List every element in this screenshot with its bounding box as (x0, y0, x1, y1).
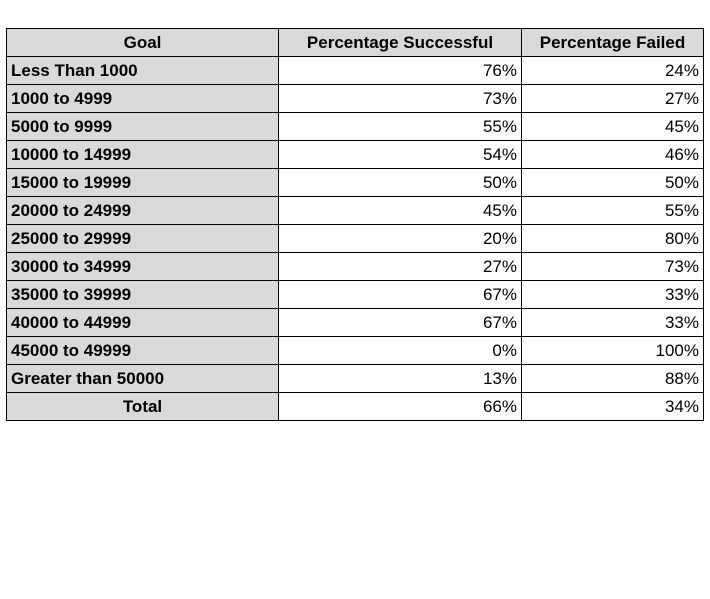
successful-cell[interactable]: 27% (278, 252, 522, 281)
successful-cell[interactable]: 13% (278, 364, 522, 393)
failed-cell[interactable]: 80% (521, 224, 704, 253)
failed-cell[interactable]: 88% (521, 364, 704, 393)
total-label-cell[interactable]: Total (6, 392, 279, 421)
table-row: 20000 to 24999 45% 55% (6, 196, 704, 225)
table-row: Less Than 1000 76% 24% (6, 56, 704, 85)
table-row: 25000 to 29999 20% 80% (6, 224, 704, 253)
header-percentage-failed[interactable]: Percentage Failed (521, 28, 704, 57)
failed-cell[interactable]: 24% (521, 56, 704, 85)
failed-cell[interactable]: 100% (521, 336, 704, 365)
goal-cell[interactable]: 15000 to 19999 (6, 168, 279, 197)
goal-cell[interactable]: 35000 to 39999 (6, 280, 279, 309)
goal-cell[interactable]: Less Than 1000 (6, 56, 279, 85)
goal-cell[interactable]: 5000 to 9999 (6, 112, 279, 141)
table-row: 30000 to 34999 27% 73% (6, 252, 704, 281)
failed-cell[interactable]: 45% (521, 112, 704, 141)
failed-cell[interactable]: 50% (521, 168, 704, 197)
goal-outcomes-table: Goal Percentage Successful Percentage Fa… (6, 28, 704, 421)
successful-cell[interactable]: 73% (278, 84, 522, 113)
goal-cell[interactable]: 20000 to 24999 (6, 196, 279, 225)
failed-cell[interactable]: 33% (521, 308, 704, 337)
failed-cell[interactable]: 55% (521, 196, 704, 225)
table-row: 15000 to 19999 50% 50% (6, 168, 704, 197)
table-row: 5000 to 9999 55% 45% (6, 112, 704, 141)
total-row: Total 66% 34% (6, 392, 704, 421)
failed-cell[interactable]: 27% (521, 84, 704, 113)
successful-cell[interactable]: 45% (278, 196, 522, 225)
table-row: 1000 to 4999 73% 27% (6, 84, 704, 113)
goal-cell[interactable]: 25000 to 29999 (6, 224, 279, 253)
successful-cell[interactable]: 67% (278, 308, 522, 337)
table-row: 35000 to 39999 67% 33% (6, 280, 704, 309)
table-row: 10000 to 14999 54% 46% (6, 140, 704, 169)
successful-cell[interactable]: 76% (278, 56, 522, 85)
failed-cell[interactable]: 73% (521, 252, 704, 281)
successful-cell[interactable]: 20% (278, 224, 522, 253)
successful-cell[interactable]: 0% (278, 336, 522, 365)
successful-cell[interactable]: 55% (278, 112, 522, 141)
goal-cell[interactable]: Greater than 50000 (6, 364, 279, 393)
successful-cell[interactable]: 67% (278, 280, 522, 309)
goal-cell[interactable]: 40000 to 44999 (6, 308, 279, 337)
header-row: Goal Percentage Successful Percentage Fa… (6, 28, 704, 57)
successful-cell[interactable]: 54% (278, 140, 522, 169)
goal-cell[interactable]: 1000 to 4999 (6, 84, 279, 113)
table-row: Greater than 50000 13% 88% (6, 364, 704, 393)
total-failed-cell[interactable]: 34% (521, 392, 704, 421)
header-percentage-successful[interactable]: Percentage Successful (278, 28, 522, 57)
header-goal[interactable]: Goal (6, 28, 279, 57)
table-row: 45000 to 49999 0% 100% (6, 336, 704, 365)
goal-cell[interactable]: 45000 to 49999 (6, 336, 279, 365)
failed-cell[interactable]: 33% (521, 280, 704, 309)
total-successful-cell[interactable]: 66% (278, 392, 522, 421)
goal-cell[interactable]: 10000 to 14999 (6, 140, 279, 169)
successful-cell[interactable]: 50% (278, 168, 522, 197)
goal-cell[interactable]: 30000 to 34999 (6, 252, 279, 281)
failed-cell[interactable]: 46% (521, 140, 704, 169)
table-row: 40000 to 44999 67% 33% (6, 308, 704, 337)
